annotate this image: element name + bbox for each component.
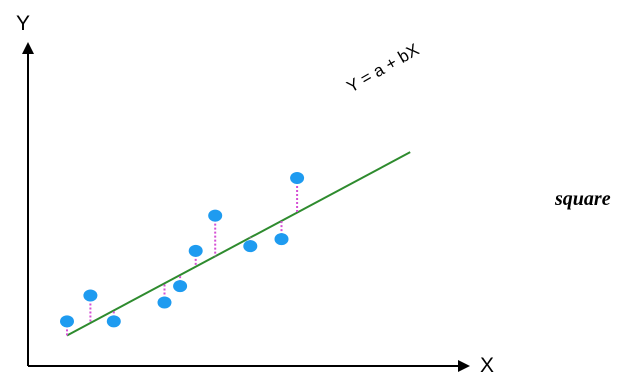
data-point	[188, 244, 203, 257]
data-point	[243, 240, 258, 253]
data-point	[290, 172, 305, 184]
data-point	[106, 315, 121, 328]
data-point	[208, 209, 223, 222]
data-points	[60, 172, 305, 328]
residual-lines	[66, 178, 299, 336]
y-axis-label: Y	[16, 12, 30, 35]
regression-line-label: Y = a + bX	[344, 40, 423, 96]
regression-line	[66, 151, 411, 337]
data-point	[173, 280, 188, 293]
data-point	[83, 289, 98, 302]
side-text: square	[554, 188, 611, 210]
x-axis-label: X	[480, 354, 494, 372]
data-point	[274, 233, 289, 246]
data-point	[157, 296, 172, 309]
data-point	[60, 315, 74, 328]
